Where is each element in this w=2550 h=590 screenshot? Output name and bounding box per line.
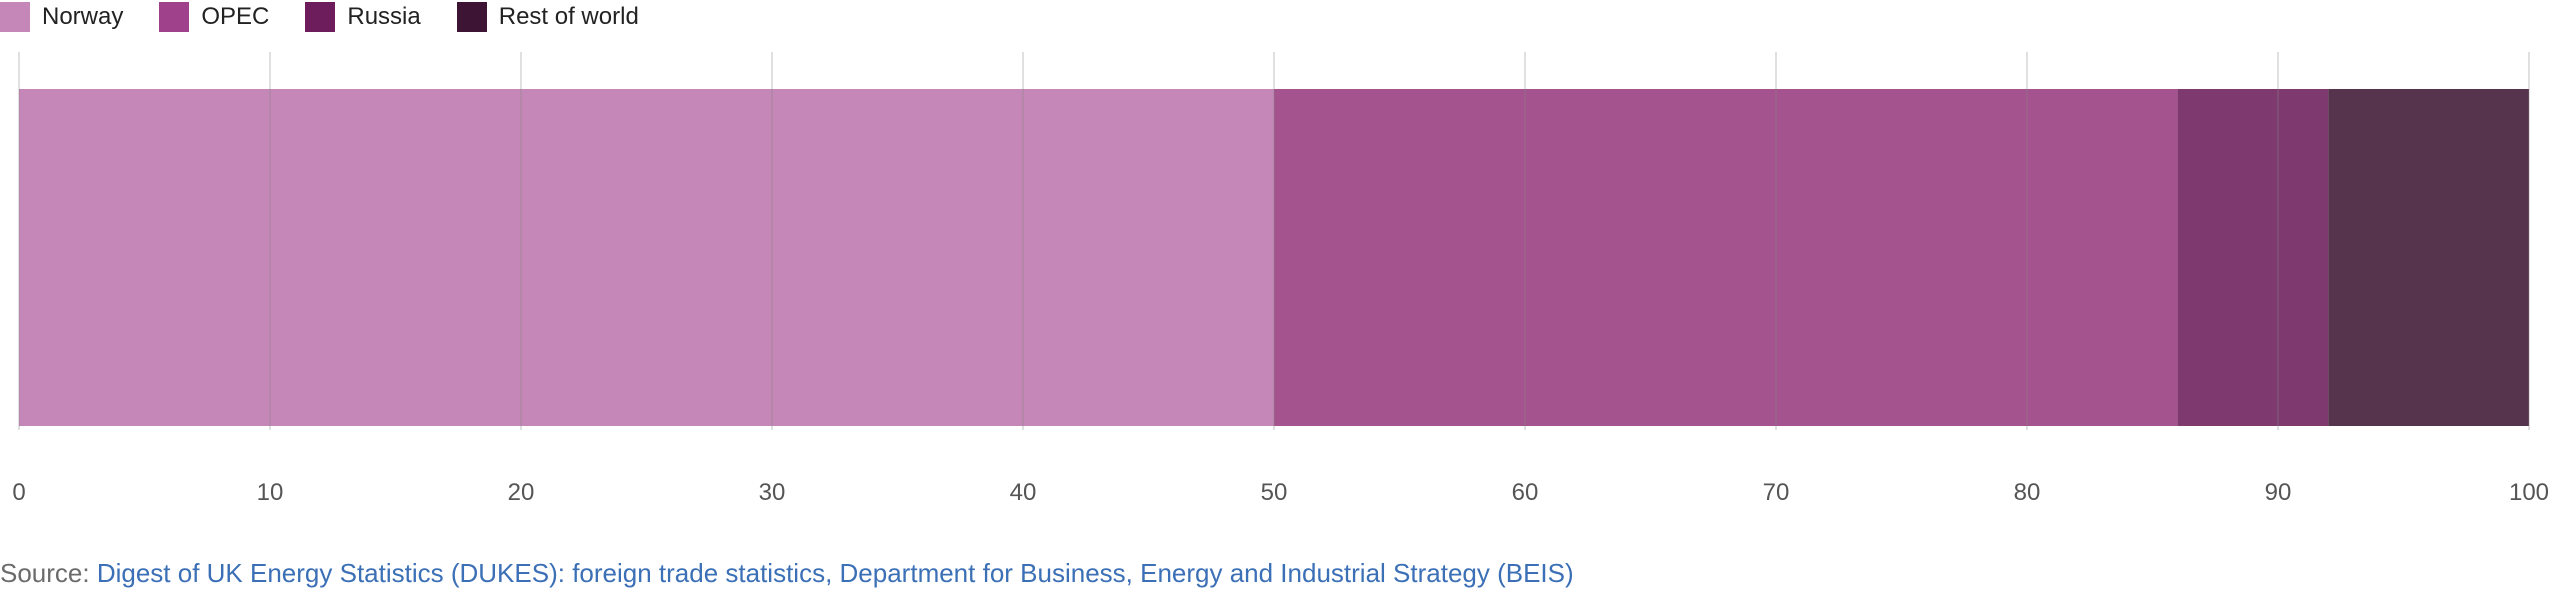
- x-tick-label: 100: [2509, 479, 2549, 506]
- x-tick-label: 50: [1261, 479, 1288, 506]
- source-link[interactable]: Digest of UK Energy Statistics (DUKES): …: [96, 558, 1574, 588]
- bar-segment: [2177, 89, 2329, 426]
- chart-legend: Norway OPEC Russia Rest of world: [0, 0, 675, 34]
- legend-label: OPEC: [201, 3, 270, 30]
- x-tick-label: 90: [2265, 479, 2292, 506]
- stacked-bar-chart: 0 10 20 30 40 50 60 70 80 90 100: [12, 52, 2549, 506]
- legend-swatch: [305, 2, 336, 32]
- bar-segment: [1274, 89, 2178, 426]
- x-tick-label: 30: [759, 479, 786, 506]
- x-tick-label: 60: [1512, 479, 1539, 506]
- legend-label: Rest of world: [498, 3, 639, 30]
- legend-item: OPEC: [159, 2, 269, 32]
- bar-segment: [2328, 89, 2529, 426]
- legend-swatch: [159, 2, 190, 32]
- source-note: Source: Digest of UK Energy Statistics (…: [0, 558, 1574, 589]
- x-tick-label: 0: [12, 479, 25, 506]
- legend-label: Norway: [42, 3, 124, 30]
- source-prefix: Source:: [0, 558, 97, 588]
- x-tick-label: 70: [1763, 479, 1790, 506]
- x-tick-label: 40: [1010, 479, 1037, 506]
- legend-swatch: [456, 2, 487, 32]
- legend-swatch: [0, 2, 30, 32]
- legend-item: Russia: [305, 2, 421, 32]
- bar-segment: [19, 89, 1274, 426]
- legend-item: Norway: [0, 2, 123, 32]
- x-tick-label: 20: [508, 479, 535, 506]
- x-tick-label: 10: [257, 479, 284, 506]
- legend-item: Rest of world: [456, 2, 639, 32]
- legend-label: Russia: [347, 3, 421, 30]
- x-tick-label: 80: [2014, 479, 2041, 506]
